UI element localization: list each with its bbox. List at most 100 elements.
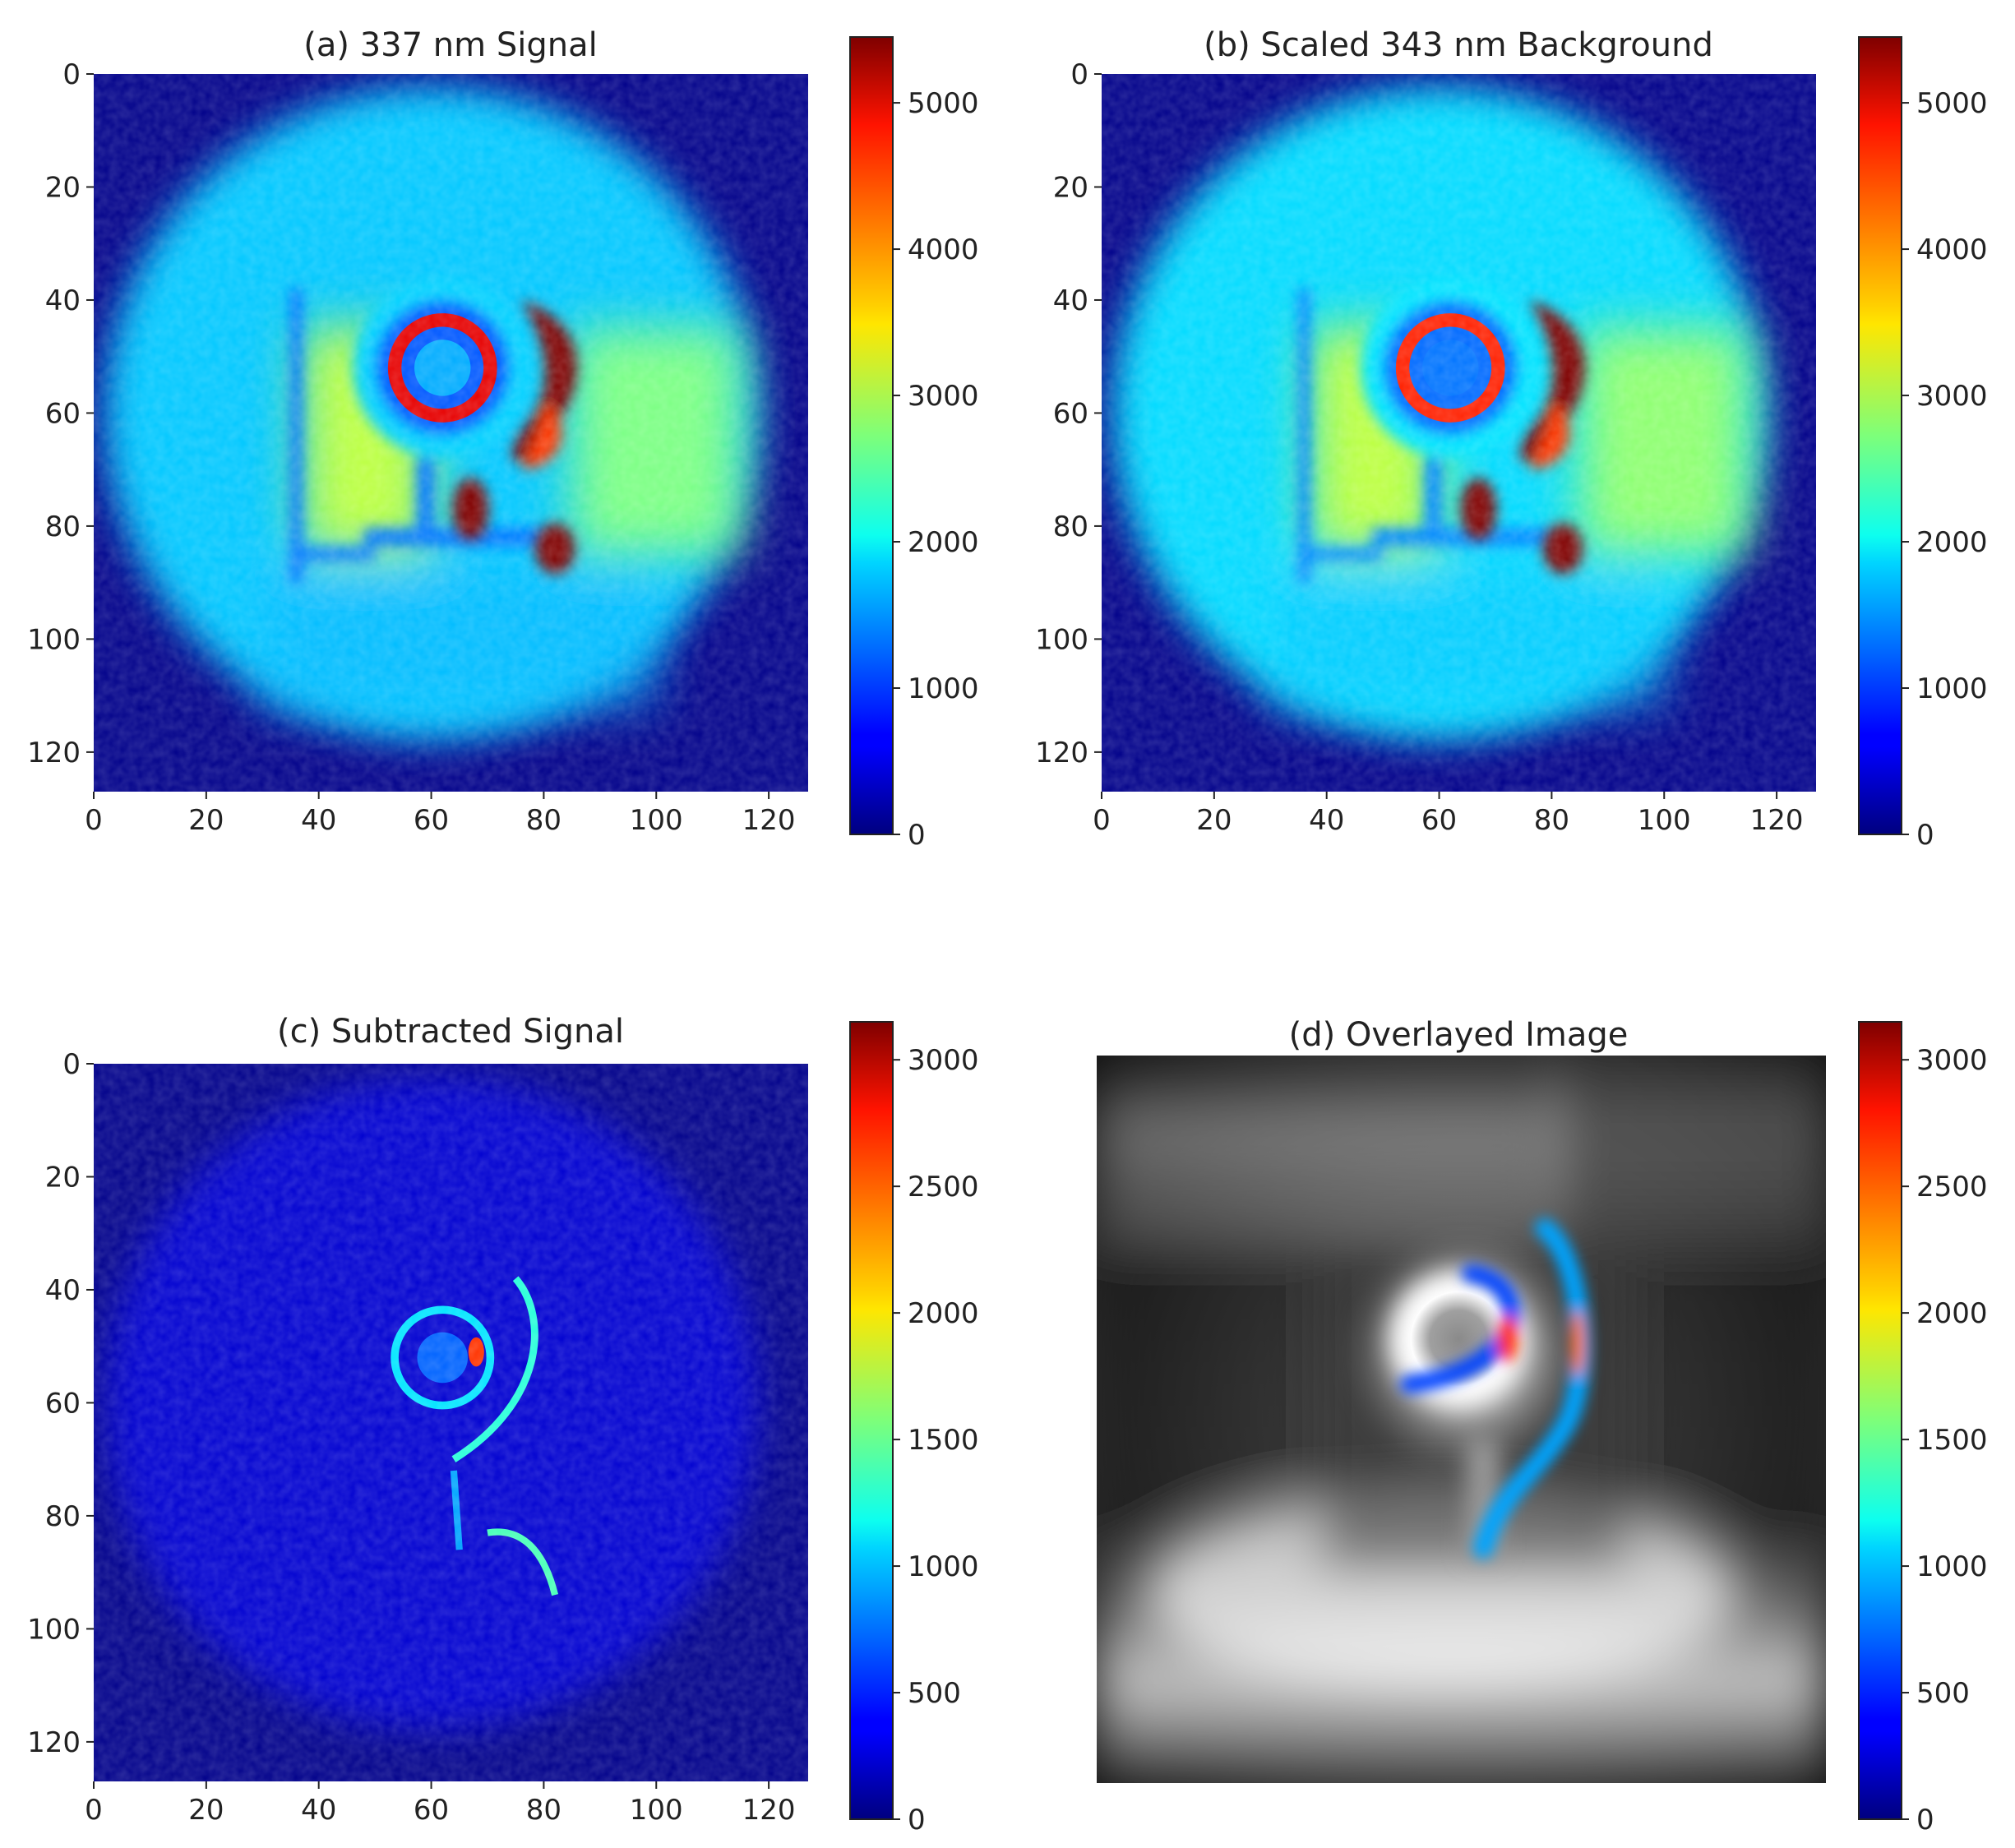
x-tick-label: 60 bbox=[414, 804, 449, 837]
y-tick-label: 80 bbox=[1053, 511, 1088, 543]
y-tick-label: 60 bbox=[45, 397, 81, 430]
x-tick-label: 40 bbox=[301, 804, 336, 837]
colorbar-tick-label: 2000 bbox=[1916, 1297, 1988, 1330]
colorbar-tick-label: 5000 bbox=[1916, 87, 1988, 120]
y-tick-label: 120 bbox=[27, 737, 81, 769]
colorbar: 0 500 1000 1500 2000 2500 3000 bbox=[1858, 1021, 1988, 1836]
noise-overlay bbox=[1102, 74, 1816, 792]
colorbar-tick-label: 3000 bbox=[908, 380, 979, 413]
heatmap-image bbox=[94, 74, 808, 792]
overlay-traces bbox=[1400, 1218, 1591, 1559]
overlay-arc-trace bbox=[1473, 1218, 1591, 1559]
colorbar-tick-label: 500 bbox=[908, 1677, 961, 1710]
colorbar: 0 1000 2000 3000 4000 5000 bbox=[1858, 36, 1988, 852]
overlay-arc-peak bbox=[1571, 1310, 1584, 1376]
colorbar-bar bbox=[1858, 1021, 1902, 1820]
colorbar-tick-label: 2000 bbox=[1916, 526, 1988, 559]
colorbar: 0 500 1000 1500 2000 2500 3000 bbox=[849, 1021, 979, 1836]
x-tick-label: 40 bbox=[1309, 804, 1344, 837]
x-tick-label: 120 bbox=[742, 804, 796, 837]
colorbar-tick-label: 0 bbox=[908, 819, 926, 852]
x-tick-label: 20 bbox=[188, 1794, 224, 1827]
colorbar-tick-label: 0 bbox=[1916, 819, 1934, 852]
axes: 0 20 40 60 80 100 120 0 20 40 60 80 100 120 bbox=[27, 1048, 795, 1827]
colorbar-tick-label: 1000 bbox=[908, 672, 979, 705]
colorbar-tick-label: 4000 bbox=[908, 233, 979, 266]
x-tick-label: 80 bbox=[526, 804, 562, 837]
x-tick-label: 100 bbox=[630, 804, 683, 837]
upper-right-dark bbox=[1557, 1056, 1826, 1245]
panel-c: (c) Subtracted Signal 0 20 40 60 80 100 120 0 20 4… bbox=[27, 1013, 978, 1836]
colorbar-tick-label: 2000 bbox=[908, 1297, 979, 1330]
overlay-image bbox=[1097, 1056, 1826, 1783]
axes: 0 20 40 60 80 100 120 0 20 40 60 80 100 120 bbox=[1035, 58, 1803, 837]
colorbar: 0 1000 2000 3000 4000 5000 bbox=[849, 36, 979, 852]
colorbar-bar bbox=[849, 1021, 894, 1820]
y-tick-label: 0 bbox=[62, 1048, 81, 1081]
x-tick-label: 100 bbox=[1638, 804, 1691, 837]
axes: 0 20 40 60 80 100 120 0 20 40 60 80 100 120 bbox=[27, 58, 795, 837]
y-tick-label: 120 bbox=[27, 1726, 81, 1759]
y-tick-label: 0 bbox=[62, 58, 81, 91]
colorbar-bar bbox=[1858, 36, 1902, 835]
y-tick-label: 0 bbox=[1070, 58, 1088, 91]
panel-a: (a) 337 nm Signal 0 20 40 60 80 100 120 0 20 40 60 8… bbox=[27, 26, 978, 852]
colorbar-bar bbox=[849, 36, 894, 835]
x-tick-label: 0 bbox=[85, 1794, 103, 1827]
x-tick-label: 80 bbox=[526, 1794, 562, 1827]
x-tick-label: 80 bbox=[1534, 804, 1569, 837]
overlay-ring-peak bbox=[1498, 1316, 1518, 1362]
y-tick-label: 20 bbox=[45, 171, 81, 204]
x-tick-label: 60 bbox=[1421, 804, 1457, 837]
panel-b: (b) Scaled 343 nm Background 0 20 40 60 80 100… bbox=[1035, 26, 1987, 852]
x-tick-label: 120 bbox=[1750, 804, 1804, 837]
colorbar-tick-label: 1500 bbox=[1916, 1424, 1988, 1457]
y-tick-label: 80 bbox=[45, 1500, 81, 1533]
colorbar-tick-label: 3000 bbox=[1916, 1044, 1988, 1077]
x-tick-label: 60 bbox=[414, 1794, 449, 1827]
colorbar-tick-label: 1000 bbox=[908, 1550, 979, 1583]
panel-title: (b) Scaled 343 nm Background bbox=[1204, 26, 1713, 64]
panel-title: (c) Subtracted Signal bbox=[277, 1013, 624, 1051]
colorbar-tick-label: 2000 bbox=[908, 526, 979, 559]
noise-overlay bbox=[94, 1064, 808, 1781]
heatmap-image bbox=[1102, 74, 1816, 792]
x-tick-label: 120 bbox=[742, 1794, 796, 1827]
heatmap-image bbox=[94, 1064, 808, 1781]
y-tick-label: 60 bbox=[45, 1387, 81, 1420]
colorbar-tick-label: 1000 bbox=[1916, 1550, 1988, 1583]
colorbar-tick-label: 1000 bbox=[1916, 672, 1988, 705]
colorbar-tick-label: 3000 bbox=[908, 1044, 979, 1077]
panel-title: (a) 337 nm Signal bbox=[303, 26, 597, 64]
colorbar-tick-label: 0 bbox=[1916, 1804, 1934, 1836]
x-tick-label: 20 bbox=[188, 804, 224, 837]
colorbar-tick-label: 5000 bbox=[908, 87, 979, 120]
x-tick-label: 0 bbox=[85, 804, 103, 837]
y-tick-label: 100 bbox=[27, 623, 81, 656]
noise-overlay bbox=[94, 74, 808, 792]
y-tick-label: 40 bbox=[45, 1274, 81, 1307]
y-tick-label: 20 bbox=[1053, 171, 1088, 204]
x-tick-label: 40 bbox=[301, 1794, 336, 1827]
y-tick-label: 120 bbox=[1035, 737, 1088, 769]
colorbar-tick-label: 3000 bbox=[1916, 380, 1988, 413]
y-tick-label: 100 bbox=[1035, 623, 1088, 656]
colorbar-tick-label: 2500 bbox=[1916, 1171, 1988, 1204]
y-tick-label: 100 bbox=[27, 1613, 81, 1646]
colorbar-tick-label: 1500 bbox=[908, 1424, 979, 1457]
colorbar-tick-label: 500 bbox=[1916, 1677, 1970, 1710]
y-tick-label: 40 bbox=[1053, 284, 1088, 317]
x-tick-label: 100 bbox=[630, 1794, 683, 1827]
y-tick-label: 40 bbox=[45, 284, 81, 317]
x-tick-label: 20 bbox=[1196, 804, 1232, 837]
y-tick-label: 20 bbox=[45, 1161, 81, 1194]
colorbar-tick-label: 0 bbox=[908, 1804, 926, 1836]
panel-d: (d) Overlayed Image 0 500 1000 1500 2000 2500 3… bbox=[1097, 1016, 1988, 1836]
panel-title: (d) Overlayed Image bbox=[1289, 1016, 1629, 1054]
colorbar-tick-label: 2500 bbox=[908, 1171, 979, 1204]
x-tick-label: 0 bbox=[1093, 804, 1111, 837]
colorbar-tick-label: 4000 bbox=[1916, 233, 1988, 266]
y-tick-label: 80 bbox=[45, 511, 81, 543]
y-tick-label: 60 bbox=[1053, 397, 1088, 430]
